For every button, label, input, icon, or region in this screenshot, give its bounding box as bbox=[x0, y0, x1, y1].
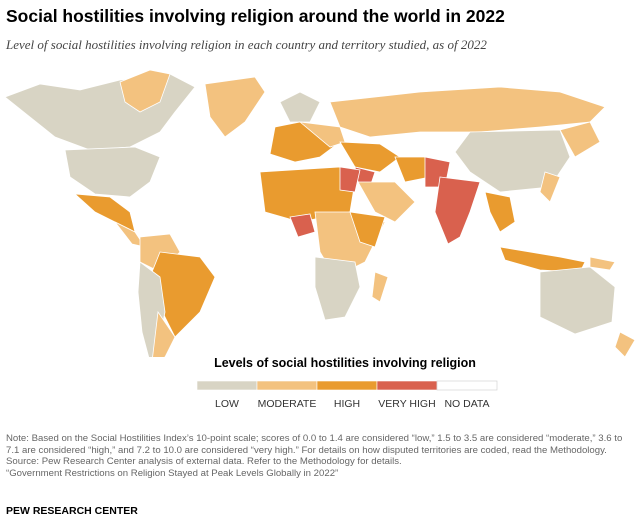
region bbox=[279, 91, 321, 123]
region bbox=[64, 146, 161, 198]
world-map bbox=[4, 69, 636, 357]
region bbox=[349, 211, 386, 248]
region bbox=[589, 256, 616, 271]
region bbox=[539, 171, 561, 203]
legend-label: VERY HIGH bbox=[378, 398, 435, 410]
region bbox=[434, 176, 481, 245]
region bbox=[314, 256, 361, 321]
region bbox=[539, 266, 616, 335]
region bbox=[559, 121, 601, 158]
legend-swatch bbox=[376, 380, 438, 391]
region bbox=[614, 331, 636, 357]
region bbox=[339, 141, 401, 173]
note-line: Note: Based on the Social Hostilities In… bbox=[6, 433, 623, 456]
region bbox=[499, 246, 586, 273]
legend-label: HIGH bbox=[334, 398, 360, 410]
legend-swatch bbox=[256, 380, 318, 391]
region bbox=[357, 181, 416, 223]
region bbox=[339, 166, 361, 193]
region bbox=[73, 193, 136, 233]
legend: Levels of social hostilities involving r… bbox=[196, 356, 498, 410]
legend-swatch bbox=[436, 380, 498, 391]
legend-swatch bbox=[316, 380, 378, 391]
note-line: Source: Pew Research Center analysis of … bbox=[6, 456, 402, 467]
region bbox=[204, 76, 266, 138]
legend-label: MODERATE bbox=[258, 398, 317, 410]
region bbox=[152, 310, 176, 357]
region bbox=[4, 73, 196, 151]
legend-swatch bbox=[196, 380, 258, 391]
region bbox=[329, 86, 606, 138]
region bbox=[484, 191, 516, 233]
region bbox=[289, 213, 316, 238]
legend-label: LOW bbox=[215, 398, 239, 410]
subtitle: Level of social hostilities involving re… bbox=[6, 37, 487, 52]
footer: PEW RESEARCH CENTER bbox=[6, 505, 138, 517]
notes: Note: Based on the Social Hostilities In… bbox=[6, 433, 634, 479]
legend-title: Levels of social hostilities involving r… bbox=[214, 356, 476, 370]
legend-label: NO DATA bbox=[444, 398, 489, 410]
legend-items: LOW MODERATE HIGH VERY HIGH NO DATA bbox=[196, 380, 498, 410]
note-line: “Government Restrictions on Religion Sta… bbox=[6, 467, 339, 479]
region bbox=[371, 271, 389, 303]
title: Social hostilities involving religion ar… bbox=[6, 6, 505, 26]
region bbox=[119, 69, 171, 113]
region bbox=[454, 129, 571, 193]
